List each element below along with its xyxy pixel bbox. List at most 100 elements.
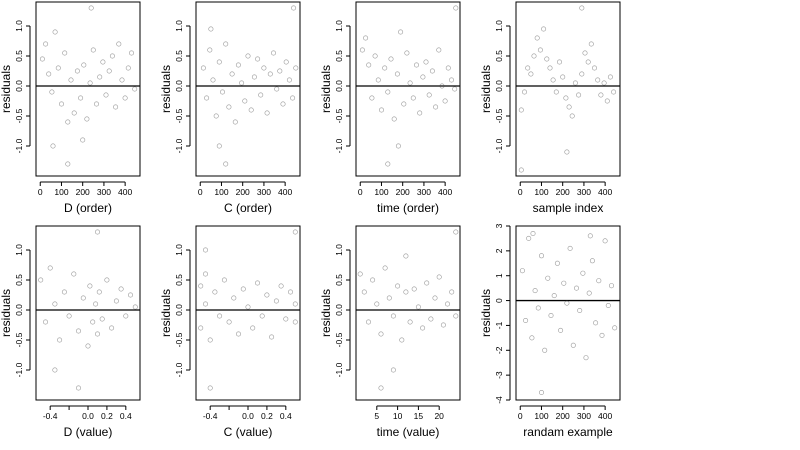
y-tick-label: -0.5 — [14, 332, 24, 347]
data-point — [250, 325, 256, 331]
data-point — [403, 253, 409, 259]
data-point — [523, 317, 529, 323]
data-point — [255, 280, 261, 286]
data-point — [90, 319, 96, 325]
data-point — [440, 322, 446, 328]
data-point — [395, 143, 401, 149]
data-point — [401, 101, 407, 107]
y-tick-label: 1.0 — [14, 244, 24, 256]
data-point — [198, 283, 204, 289]
data-point — [601, 80, 607, 86]
data-point — [231, 295, 237, 301]
data-point — [366, 62, 372, 68]
data-point — [68, 77, 74, 83]
data-point — [204, 95, 210, 101]
y-tick-label: 1.0 — [334, 244, 344, 256]
data-point — [50, 143, 56, 149]
data-point — [264, 292, 270, 298]
data-point — [78, 95, 84, 101]
data-point — [220, 89, 226, 95]
x-tick-label: 15 — [414, 411, 424, 421]
data-point — [518, 107, 524, 113]
data-point — [530, 231, 536, 237]
x-tick-label: 0 — [38, 187, 43, 197]
y-tick-label: 2 — [494, 248, 504, 253]
data-point — [372, 53, 378, 59]
data-point — [365, 319, 371, 325]
data-point — [582, 50, 588, 56]
y-tick-label: -1.0 — [14, 362, 24, 377]
y-tick-label: 1.0 — [14, 20, 24, 32]
data-point — [95, 331, 101, 337]
data-point — [579, 5, 585, 11]
data-point — [207, 385, 213, 391]
data-point — [212, 289, 218, 295]
x-tick-label: 20 — [434, 411, 444, 421]
data-point — [203, 301, 209, 307]
data-point — [66, 313, 72, 319]
data-point — [538, 389, 544, 395]
y-axis-title: residuals — [319, 65, 333, 113]
y-axis-title: residuals — [479, 65, 493, 113]
plot-frame — [355, 225, 461, 401]
x-tick-label: 200 — [396, 187, 410, 197]
data-point — [80, 137, 86, 143]
data-point — [411, 286, 417, 292]
data-point — [240, 286, 246, 292]
x-tick-label: 300 — [577, 411, 591, 421]
y-tick-label: 3 — [494, 223, 504, 228]
data-point — [248, 107, 254, 113]
x-tick-label: 300 — [577, 187, 591, 197]
data-point — [602, 238, 608, 244]
data-point — [561, 280, 567, 286]
y-tick-label: 0.5 — [334, 274, 344, 286]
data-point — [57, 337, 63, 343]
data-point — [274, 86, 280, 92]
panel-2: 0 100 200 300 400 -1.0 -0.5 0.0 0.5 1.0 C (order) r… — [159, 1, 301, 215]
y-tick-label: 0.0 — [14, 304, 24, 316]
data-point — [417, 110, 423, 116]
data-point — [433, 104, 439, 110]
data-point — [71, 110, 77, 116]
data-point — [283, 59, 289, 65]
data-point — [518, 167, 524, 173]
data-point — [46, 71, 52, 77]
data-point — [132, 304, 138, 310]
data-point — [374, 301, 380, 307]
data-point — [572, 80, 578, 86]
x-tick-label: 0 — [358, 187, 363, 197]
x-tick-label: 400 — [278, 187, 292, 197]
data-point — [424, 280, 430, 286]
x-tick-label: 0.4 — [280, 411, 292, 421]
data-point — [217, 313, 223, 319]
y-tick-label: 0.0 — [334, 80, 344, 92]
data-point — [534, 35, 540, 41]
data-point — [570, 342, 576, 348]
x-tick-label: 300 — [97, 187, 111, 197]
x-axis-title: C (order) — [224, 201, 272, 215]
data-point — [97, 74, 103, 80]
y-tick-label: 0 — [494, 298, 504, 303]
data-point — [553, 89, 559, 95]
data-point — [94, 101, 100, 107]
data-point — [525, 65, 531, 71]
data-point — [370, 277, 376, 283]
data-point — [531, 53, 537, 59]
data-point — [239, 80, 245, 86]
data-point — [210, 77, 216, 83]
data-point — [242, 98, 248, 104]
data-point — [258, 92, 264, 98]
y-tick-label: 0.5 — [174, 274, 184, 286]
x-tick-label: 0.0 — [242, 411, 254, 421]
data-point — [607, 74, 613, 80]
data-point — [286, 77, 292, 83]
x-tick-label: 0 — [518, 411, 523, 421]
data-point — [216, 59, 222, 65]
data-point — [207, 47, 213, 53]
scatter-points — [357, 229, 459, 391]
panel-4: 0 100 200 300 400 -1.0 -0.5 0.0 0.5 1.0 sample ind… — [479, 1, 621, 215]
y-tick-label: 1 — [494, 273, 504, 278]
data-point — [382, 265, 388, 271]
data-point — [558, 327, 564, 333]
data-point — [585, 59, 591, 65]
